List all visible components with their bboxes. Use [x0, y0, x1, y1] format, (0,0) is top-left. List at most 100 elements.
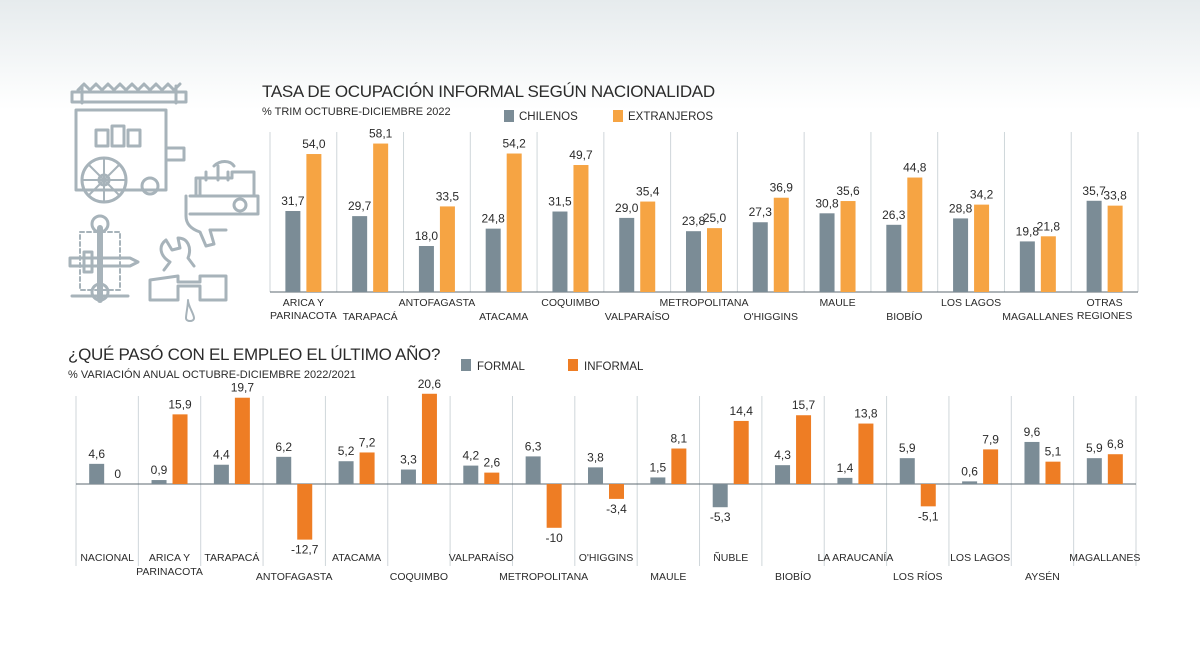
chart1-bar	[619, 217, 635, 292]
chart1-bar	[1019, 241, 1035, 292]
chart1-data-label: 28,8	[949, 201, 973, 215]
legend-informal-label: INFORMAL	[584, 361, 644, 373]
chart1-data-label: 44,8	[903, 161, 927, 175]
chart1-bar	[819, 213, 835, 292]
chart1-data-label: 30,8	[815, 196, 839, 210]
chart1-bar	[1107, 205, 1123, 292]
chart2-bar	[400, 469, 416, 484]
chart1-data-label: 35,6	[836, 184, 860, 198]
chart2-data-label: 6,3	[525, 439, 542, 453]
chart1-data-label: 33,5	[436, 189, 460, 203]
chart1-data-label: 58,1	[369, 127, 393, 141]
chart1-data-label: 54,0	[302, 137, 326, 151]
chart2-data-label: -3,4	[606, 502, 627, 516]
chart2-data-label: -5,1	[918, 509, 939, 523]
chart2-category-label: PARINACOTA	[136, 566, 203, 578]
sewing-machine-icon	[184, 160, 260, 248]
chart1-category-label: MAULE	[819, 297, 855, 309]
chart2-category-label: ANTOFAGASTA	[256, 571, 333, 583]
chart1-category-label: ATACAMA	[479, 311, 528, 323]
chart1-data-label: 35,4	[636, 185, 660, 199]
chart2-category-label: LOS RÍOS	[893, 570, 943, 583]
chart2-data-label: 1,5	[650, 460, 667, 474]
chart2-category-label: COQUIMBO	[390, 571, 448, 583]
chart2-bar	[484, 472, 500, 484]
chart1-data-label: 31,5	[548, 195, 572, 209]
chart1-data-label: 33,8	[1103, 189, 1127, 203]
chart1-category-label: MAGALLANES	[1002, 311, 1073, 323]
chart1-category-label: ANTOFAGASTA	[399, 297, 476, 309]
chart1-bar	[418, 246, 434, 292]
chart2-bar	[609, 484, 624, 499]
chart1-subtitle: % TRIM OCTUBRE-DICIEMBRE 2022	[262, 106, 451, 118]
chart2-data-label: -10	[545, 531, 563, 545]
chart1-bar	[1040, 236, 1056, 292]
chart2-bar	[899, 458, 915, 484]
chart1-data-label: 54,2	[503, 137, 527, 151]
legend-formal-label: FORMAL	[477, 361, 526, 373]
legend-chilenos-label: CHILENOS	[519, 111, 578, 123]
chart2-bar	[89, 463, 105, 484]
chart2-data-label: 15,7	[792, 398, 816, 412]
chart2-bar	[151, 480, 167, 484]
tools-icon	[68, 214, 140, 303]
chart1-bar	[573, 165, 589, 292]
chart1-bar	[886, 224, 902, 292]
chart2-data-label: 7,9	[982, 432, 999, 446]
chart1-category-label: COQUIMBO	[541, 297, 599, 309]
chart2-data-label: 4,3	[774, 448, 791, 462]
chart2-bar	[297, 484, 313, 540]
chart2-category-label: AYSÉN	[1025, 570, 1060, 583]
chart1-category-label: LOS LAGOS	[941, 297, 1001, 309]
chart1-bar	[773, 197, 789, 292]
chart2-bar	[588, 467, 603, 484]
chart1-category-label: BIOBÍO	[886, 310, 922, 323]
chart2-data-label: 7,2	[359, 435, 376, 449]
chart2-bar	[962, 481, 978, 484]
chart2-data-label: 5,9	[899, 441, 916, 455]
chart2-data-label: -5,3	[710, 510, 731, 524]
faucet-pipe-icon	[148, 236, 228, 322]
chart2-category-label: O'HIGGINS	[579, 552, 634, 564]
legend-extranjeros-swatch	[613, 110, 623, 122]
chart2-bar	[421, 393, 437, 484]
chart1-bar	[953, 218, 969, 292]
chart2-data-label: 5,9	[1086, 441, 1103, 455]
chart2-category-label: ARICA Y	[149, 552, 190, 564]
chart2-data-label: 5,1	[1045, 445, 1062, 459]
chart2-bar	[546, 484, 562, 528]
chart1-data-label: 35,7	[1082, 184, 1106, 198]
legend-formal-swatch	[461, 359, 471, 371]
chart2-data-label: 0,6	[961, 464, 978, 478]
icons-group	[68, 82, 260, 322]
chart1-category-label: VALPARAÍSO	[605, 310, 670, 323]
chart2-data-label: 2,6	[483, 456, 500, 470]
chart2-data-label: 4,2	[462, 449, 479, 463]
chart1-data-label: 18,0	[415, 229, 439, 243]
chart2-bar	[796, 415, 812, 484]
chart2-category-label: LA ARAUCANÍA	[817, 551, 893, 564]
chart1-category-label: TARAPACÁ	[343, 310, 398, 323]
chart2-bar	[172, 414, 188, 484]
chart1-data-label: 36,9	[770, 181, 794, 195]
chart1-data-label: 27,3	[749, 205, 773, 219]
chart2-bar	[775, 465, 791, 484]
chart1-bar	[373, 143, 389, 292]
chart1-title: TASA DE OCUPACIÓN INFORMAL SEGÚN NACIONA…	[262, 82, 715, 101]
chart2-bar	[1086, 458, 1102, 484]
chart1-category-label: PARINACOTA	[270, 310, 337, 322]
chart2-bar	[712, 484, 728, 508]
chart2-bar	[276, 456, 292, 484]
chart2-bar	[650, 477, 666, 484]
chart2-bar	[920, 484, 936, 507]
chart1-bar	[285, 211, 301, 292]
legend-extranjeros-label: EXTRANJEROS	[628, 111, 713, 123]
chart2-category-label: ATACAMA	[332, 552, 381, 564]
chart2-data-label: 0	[114, 467, 121, 481]
chart1-bar	[485, 228, 501, 292]
chart2-bar	[463, 465, 479, 484]
chart1-category-label: REGIONES	[1077, 310, 1132, 322]
chart1-data-label: 34,2	[970, 188, 994, 202]
